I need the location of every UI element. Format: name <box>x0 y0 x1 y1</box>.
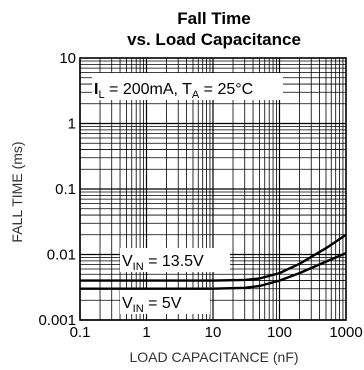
x-tick-label: 1 <box>142 324 150 341</box>
series-label-2-symbol: V <box>122 295 133 312</box>
series-line-1 <box>80 233 347 282</box>
series-line-2 <box>80 251 347 290</box>
y-tick-label: 0.01 <box>47 247 76 264</box>
x-tick-label: 10 <box>205 324 222 341</box>
y-axis-label: FALL TIME (ms) <box>9 141 25 242</box>
x-axis-label: LOAD CAPACITANCE (nF) <box>129 349 298 365</box>
series-label-2-subscript: IN <box>133 303 144 315</box>
x-tick-label: 0.1 <box>70 324 91 341</box>
current-subscript: L <box>98 89 104 101</box>
temperature-subscript: A <box>192 89 200 101</box>
current-symbol: I <box>94 81 98 98</box>
series-label-2: VIN = 5V <box>122 295 182 315</box>
conditions-label: IL = 200mA, TA = 25°C <box>94 81 253 101</box>
temperature-symbol: T <box>182 81 192 98</box>
y-tick-label: 1 <box>68 116 76 133</box>
chart-title-line2: vs. Load Capacitance <box>127 30 301 49</box>
y-tick-label: 10 <box>59 50 76 67</box>
series-label-1-symbol: V <box>122 253 133 270</box>
series-lines <box>80 233 347 290</box>
series-label-1: VIN = 13.5V <box>122 253 204 273</box>
series-label-1-value: = 13.5V <box>144 253 204 270</box>
series-label-2-value: = 5V <box>144 295 182 312</box>
plot-frame <box>79 57 347 321</box>
temperature-value: = 25°C <box>199 81 253 98</box>
x-tick-label: 100 <box>267 324 292 341</box>
y-tick-label: 0.001 <box>38 312 76 329</box>
plot-grid <box>79 58 346 321</box>
y-tick-labels: 0.001 0.01 0.1 1 10 <box>38 50 76 329</box>
conditions-label-bg <box>92 73 283 100</box>
series-label-1-subscript: IN <box>133 261 144 273</box>
series-label-1-bg <box>120 248 230 272</box>
current-value: = 200mA, <box>105 81 183 98</box>
chart-title-line1: Fall Time <box>177 9 250 28</box>
x-tick-label: 1000 <box>329 324 362 341</box>
x-tick-labels: 0.1 1 10 100 1000 <box>70 324 363 341</box>
y-tick-label: 0.1 <box>55 181 76 198</box>
series-label-2-bg <box>120 290 210 314</box>
